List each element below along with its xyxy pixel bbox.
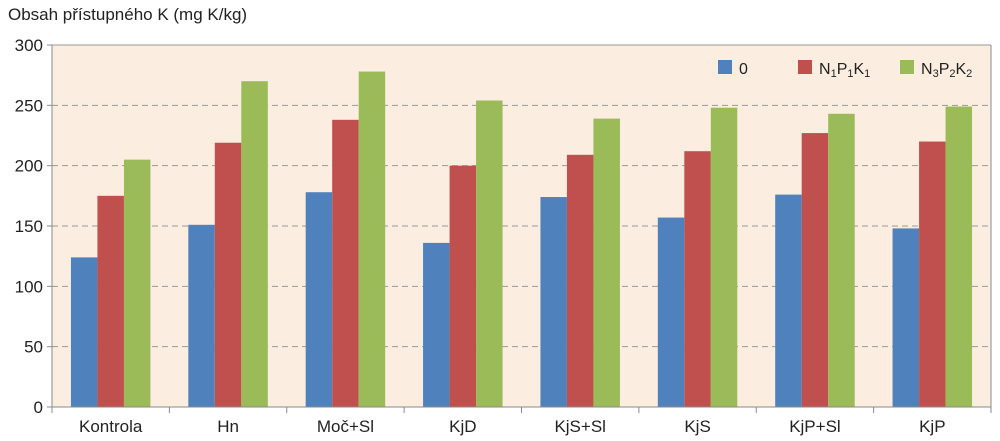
y-tick-label: 100 (15, 277, 43, 296)
bars (70, 71, 973, 408)
bar-2-kontrola (97, 195, 124, 407)
y-tick-label: 0 (34, 398, 43, 417)
bar-2-kjp-sl (801, 133, 829, 407)
bar-1-kjp (892, 228, 920, 407)
bar-3-kjs-sl (593, 118, 620, 408)
y-axis-ticks: 0 50 100 150 200 250 300 (15, 36, 52, 417)
x-tick-label: KjS (684, 417, 710, 436)
x-tick-label: Kontrola (79, 417, 143, 436)
x-tick-label: KjS+Sl (554, 417, 606, 436)
bar-1-kjp-sl (775, 194, 802, 407)
bar-3-mo-sl (358, 71, 386, 408)
bar-3-kjp-sl (828, 113, 855, 407)
legend-swatch (900, 60, 914, 74)
bar-2-kjd (449, 165, 477, 407)
legend-swatch (798, 60, 812, 74)
bar-2-kjs (684, 151, 711, 407)
y-tick-label: 150 (15, 217, 43, 236)
bar-1-hn (188, 224, 215, 407)
y-tick-label: 250 (15, 96, 43, 115)
y-axis-title: Obsah přístupného K (mg K/kg) (8, 5, 248, 24)
bar-1-mo-sl (305, 192, 333, 407)
bar-2-kjp (919, 141, 946, 408)
x-tick-label: Moč+Sl (317, 417, 374, 436)
legend: 0 N1P1K1 N3P2K2 (718, 60, 972, 80)
bar-1-kjs-sl (540, 197, 567, 407)
x-tick-label: Hn (217, 417, 239, 436)
bar-2-mo-sl (332, 119, 359, 408)
legend-swatch (718, 60, 732, 74)
legend-label: N1P1K1 (819, 61, 870, 80)
bar-3-kjd (476, 100, 503, 408)
bar-2-kjs-sl (566, 154, 594, 407)
bar-1-kontrola (70, 257, 98, 407)
bar-1-kjd (423, 242, 450, 407)
bar-3-kontrola (123, 159, 151, 407)
legend-label: N3P2K2 (921, 61, 972, 80)
x-tick-label: KjP (919, 417, 945, 436)
legend-label: 0 (739, 61, 748, 78)
y-tick-label: 200 (15, 157, 43, 176)
bar-3-hn (241, 81, 268, 407)
y-tick-label: 50 (24, 338, 43, 357)
bar-3-kjp (945, 106, 973, 407)
bar-2-hn (214, 142, 242, 408)
bar-3-kjs (710, 107, 738, 407)
x-tick-label: KjP+Sl (789, 417, 841, 436)
x-axis-ticks: Kontrola Hn Moč+Sl KjD KjS+Sl KjS KjP+Sl KjP (51, 407, 992, 436)
x-tick-label: KjD (449, 417, 476, 436)
bar-1-kjs (657, 217, 685, 407)
y-tick-label: 300 (15, 36, 43, 55)
